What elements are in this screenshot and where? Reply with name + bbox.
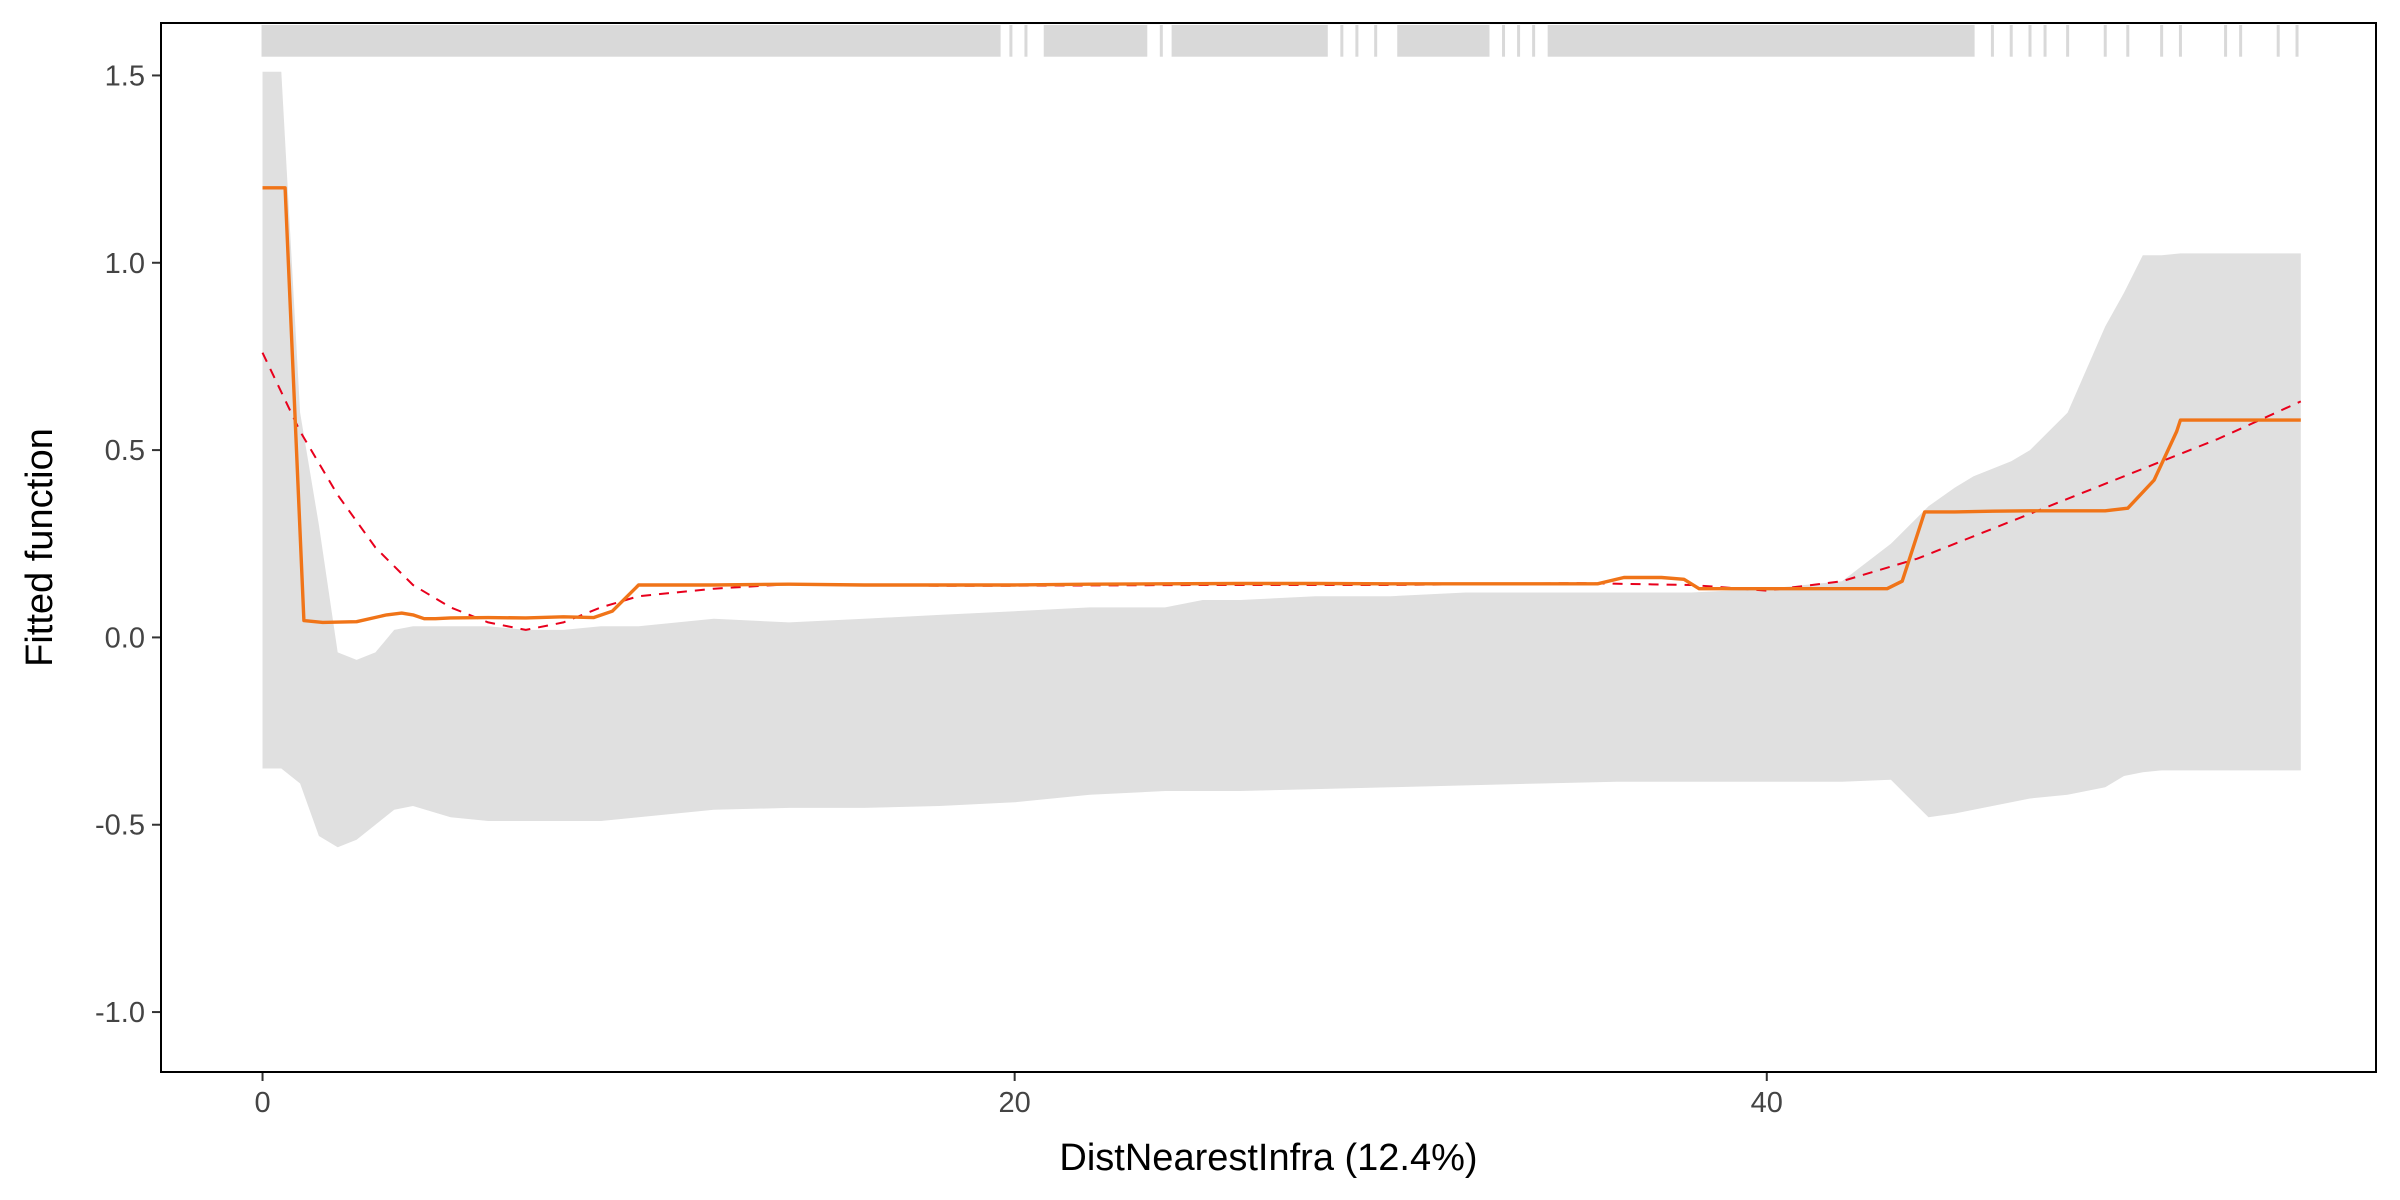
x-tick-label-0: 0 [254,1087,270,1119]
rug-dense-block-1 [1043,25,1148,57]
confidence-band [262,71,2301,848]
y-tick-label-0: 1.5 [105,60,145,92]
fitted-line [262,186,2301,625]
rug-dense-block-4 [1547,25,1975,57]
rug-dense-block-0 [261,25,1001,57]
y-tick-label-2: 0.5 [105,435,145,467]
rug-dense-block-3 [1397,25,1490,57]
x-axis-title: DistNearestInfra (12.4%) [1059,1137,1477,1179]
y-axis-title: Fitted function [19,428,61,667]
x-tick-label-1: 20 [999,1087,1031,1119]
x-tick-label-2: 40 [1751,1087,1783,1119]
y-tick-label-5: -1.0 [95,997,145,1029]
y-tick-label-3: 0.0 [105,622,145,654]
plot-frame [160,22,2377,1073]
y-tick-label-4: -0.5 [95,810,145,842]
rug-marks [261,25,2299,57]
rug-dense-block-2 [1171,25,1328,57]
axis-ticks: 0 20 40 1.5 1.0 0.5 0.0 -0.5 -1.0 [95,60,1783,1119]
y-tick-label-1: 1.0 [105,248,145,280]
